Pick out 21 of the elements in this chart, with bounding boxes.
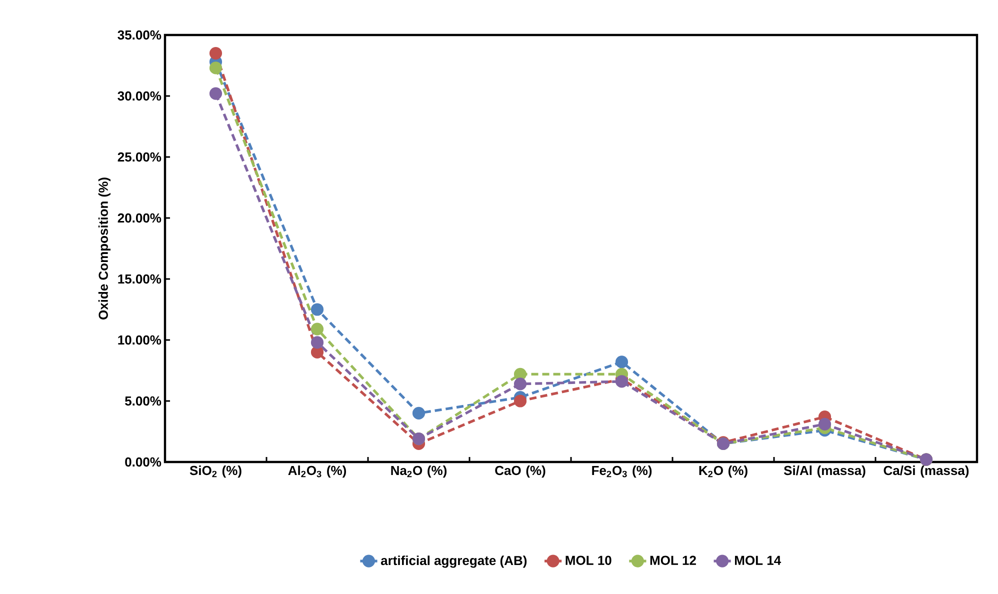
y-tick-label: 35.00% xyxy=(118,30,162,40)
y-tick-label: 25.00% xyxy=(118,152,162,162)
y-tick-label: 0.00% xyxy=(125,457,162,467)
legend-label: MOL 12 xyxy=(650,556,696,565)
y-tick-label: 10.00% xyxy=(118,335,162,345)
y-tick-label: 15.00% xyxy=(118,274,162,284)
y-tick-label: 20.00% xyxy=(118,213,162,223)
x-tick-label: Na$_{2}$O (%) xyxy=(391,466,447,478)
y-tick-label: 30.00% xyxy=(118,91,162,101)
legend-label: artificial aggregate (AB) xyxy=(380,556,527,568)
x-tick-label: SiO$_{2}$ (%) xyxy=(190,466,242,478)
x-tick-label: Si/Al (massa) xyxy=(784,466,866,478)
x-tick-label: Al$_{2}$O$_{3}$ (%) xyxy=(288,466,346,478)
x-tick-label: K$_{2}$O (%) xyxy=(699,466,748,478)
y-tick-label: 5.00% xyxy=(125,396,162,406)
y-axis-title: Oxide Composition (%) xyxy=(98,178,111,320)
x-tick-label: Ca/Si (massa) xyxy=(884,466,969,478)
x-tick-label: Fe$_{2}$O$_{3}$ (%) xyxy=(592,466,652,478)
legend-label: MOL 10 xyxy=(566,556,612,565)
x-tick-label: CaO (%) xyxy=(495,466,546,478)
legend-label: MOL 14 xyxy=(735,556,782,565)
